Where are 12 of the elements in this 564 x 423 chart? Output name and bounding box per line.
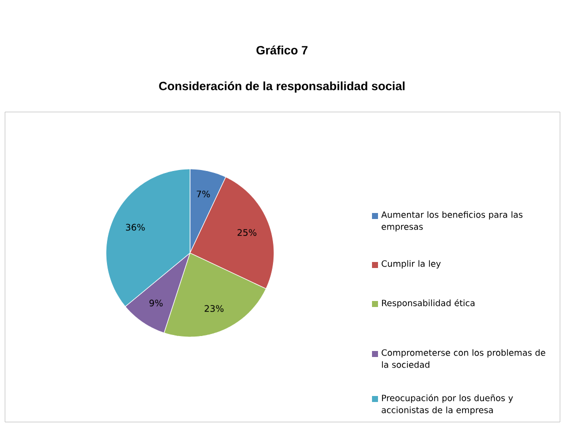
data-label: 36% [126,224,145,231]
data-label: 25% [238,229,256,236]
data-label: 9% [149,300,163,306]
legend-label: Cumplir la ley [382,260,441,269]
legend-label: Preocupación por los dueños y accionistas de la empresa [382,394,513,415]
legend-label: Comprometerse con los problemas de la sociedad [382,349,546,368]
chart-title: Gráfico 7 [256,46,308,54]
data-label: 7% [196,190,210,198]
data-label: 23% [204,305,224,312]
legend-label: Aumentar los beneficios para las empresas [381,211,522,232]
legend-label: Responsabilidad ética [382,299,474,308]
chart-subtitle: Consideración de la responsabilidad social [159,81,405,93]
